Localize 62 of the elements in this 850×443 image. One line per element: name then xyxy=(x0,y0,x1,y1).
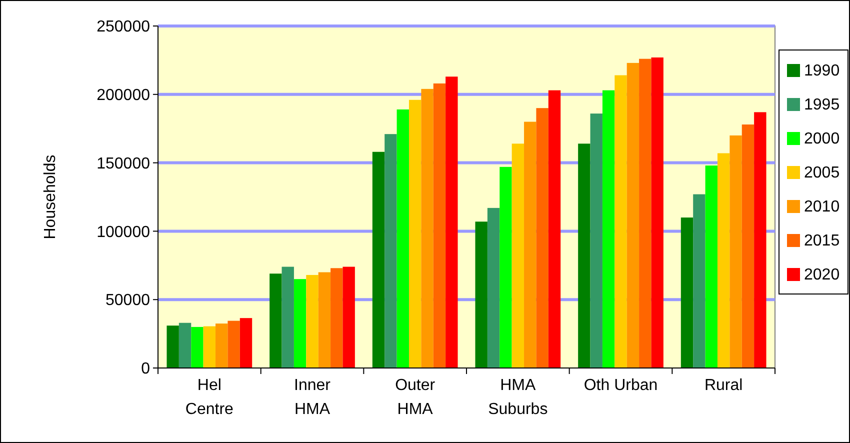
bar xyxy=(524,122,536,368)
bar xyxy=(742,124,754,368)
bar xyxy=(408,100,422,368)
bar xyxy=(717,153,730,368)
x-tick-label: Rural xyxy=(704,377,743,394)
legend-label: 2020 xyxy=(804,266,840,284)
bar xyxy=(446,76,458,368)
bar xyxy=(512,144,524,368)
bar xyxy=(228,320,240,368)
bar xyxy=(578,144,590,368)
bar xyxy=(372,152,385,368)
y-tick-label: 50000 xyxy=(106,292,150,310)
y-tick-label: 100000 xyxy=(96,224,150,241)
bar xyxy=(384,134,397,368)
bar xyxy=(166,326,179,368)
bar xyxy=(500,166,512,368)
bar xyxy=(680,218,694,368)
y-tick-label: 200000 xyxy=(96,87,150,104)
bar xyxy=(178,322,192,368)
x-tick-label: Outer HMA xyxy=(395,377,436,418)
bar xyxy=(318,272,331,368)
bar xyxy=(536,108,548,368)
bar xyxy=(754,112,766,368)
bar xyxy=(433,83,446,368)
bar xyxy=(396,109,409,368)
bar xyxy=(614,75,627,368)
bar xyxy=(294,279,306,368)
bar xyxy=(306,274,318,368)
legend-label: 2000 xyxy=(804,130,840,148)
bar xyxy=(342,266,355,368)
bar xyxy=(548,90,561,368)
bar xyxy=(191,326,204,368)
bar xyxy=(270,274,282,368)
bar xyxy=(705,166,718,368)
bar xyxy=(639,58,652,368)
legend-label: 1995 xyxy=(804,96,840,114)
x-tick-label: Oth Urban xyxy=(584,377,658,394)
bar xyxy=(730,135,742,368)
legend-label: 2010 xyxy=(804,198,840,216)
bar xyxy=(590,114,602,368)
bar xyxy=(693,194,706,368)
bar xyxy=(487,208,500,368)
x-tick-label: Inner HMA xyxy=(294,377,332,418)
bar xyxy=(626,62,640,368)
bar xyxy=(203,326,216,368)
legend-label: 2015 xyxy=(804,232,840,250)
bar xyxy=(240,318,252,368)
y-tick-label: 0 xyxy=(141,360,150,378)
bar xyxy=(651,57,664,368)
y-axis-title: Households xyxy=(42,154,59,240)
bar xyxy=(216,324,228,368)
legend-label: 1990 xyxy=(804,62,840,80)
bar xyxy=(475,222,488,368)
x-tick-label: HMA Suburbs xyxy=(488,377,548,418)
y-tick-label: 150000 xyxy=(96,155,150,172)
bar xyxy=(282,266,294,368)
x-tick-label: Hel Centre xyxy=(185,377,234,418)
bar xyxy=(602,90,615,368)
y-tick-label: 250000 xyxy=(96,18,150,36)
legend-label: 2005 xyxy=(804,164,840,182)
bar xyxy=(421,88,434,368)
bar xyxy=(330,268,343,368)
